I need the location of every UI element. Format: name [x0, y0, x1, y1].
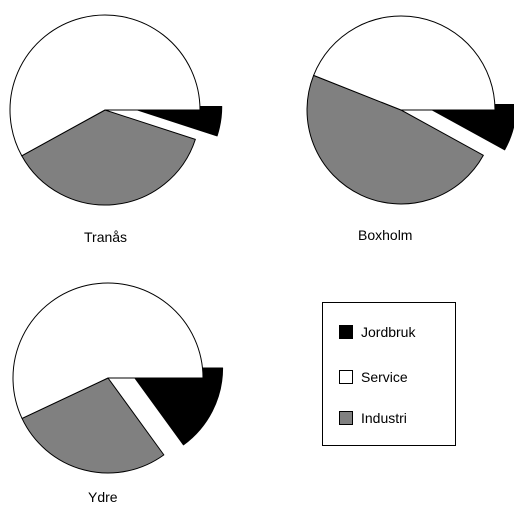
pie-slice-boxholm-jordbruk	[421, 104, 514, 151]
pie-slice-ydre-industri	[21, 377, 165, 474]
pie-slice-tranas-jordbruk	[126, 106, 223, 137]
pie-label-ydre: Ydre	[88, 489, 118, 505]
legend-swatch-industri	[339, 411, 353, 425]
pie-slice-ydre-jordbruk	[127, 367, 224, 446]
legend-swatch-jordbruk	[339, 325, 353, 339]
pie-slice-boxholm-service	[313, 15, 496, 111]
legend-item-industri: Industri	[339, 409, 407, 427]
pie-chart-tranas	[9, 14, 223, 206]
legend: Jordbruk Service Industri	[322, 302, 456, 446]
pie-chart-boxholm	[306, 15, 514, 205]
legend-label-service: Service	[361, 369, 408, 385]
legend-swatch-service	[339, 370, 353, 384]
pie-slice-tranas-service	[9, 14, 201, 157]
pie-label-boxholm: Boxholm	[358, 227, 413, 243]
pie-slice-boxholm-industri	[306, 74, 484, 205]
pie-slice-tranas-industri	[21, 109, 196, 206]
pie-slice-ydre-service	[12, 282, 204, 419]
legend-item-jordbruk: Jordbruk	[339, 323, 415, 341]
pie-chart-ydre	[12, 282, 224, 474]
legend-label-jordbruk: Jordbruk	[361, 324, 416, 340]
legend-item-service: Service	[339, 368, 408, 386]
legend-label-industri: Industri	[361, 410, 407, 426]
pie-label-tranas: Tranås	[84, 229, 128, 245]
